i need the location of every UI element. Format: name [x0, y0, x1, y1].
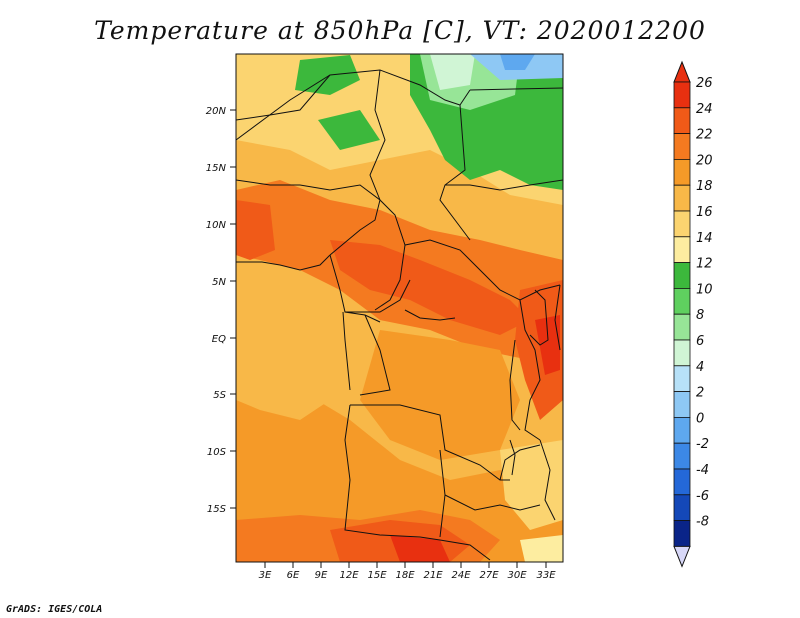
lon-label: 18E	[395, 570, 415, 581]
colorbar-segment	[673, 81, 691, 109]
lon-label: 12E	[339, 570, 359, 581]
lat-label: 5N	[212, 277, 226, 288]
lat-label: 20N	[206, 106, 227, 117]
temperature-field	[236, 54, 563, 562]
colorbar-label: 24	[696, 102, 713, 117]
colorbar-label: 14	[696, 231, 713, 246]
colorbar-segment	[673, 416, 691, 444]
colorbar-segment	[673, 520, 691, 547]
lon-tick: 18E	[395, 562, 415, 581]
lon-tick: 9E	[315, 562, 328, 581]
colorbar-min-arrow	[673, 545, 691, 568]
colorbar-segment	[673, 287, 691, 315]
lon-tick: 33E	[536, 562, 556, 581]
lat-tick: 10S	[207, 447, 236, 458]
colorbar-label: -6	[696, 489, 709, 504]
colorbar-label: 26	[696, 76, 713, 91]
lat-tick: 15S	[207, 504, 236, 515]
country-borders	[236, 69, 563, 561]
colorbar-label: 16	[696, 205, 713, 220]
lon-label: 21E	[423, 570, 443, 581]
colorbar-segment	[673, 133, 691, 160]
lat-tick: 10N	[206, 220, 236, 231]
chart-title: Temperature at 850hPa [C], VT: 202001220…	[94, 16, 706, 45]
lon-label: 33E	[536, 570, 556, 581]
latitude-axis: 20N 15N 10N 5N EQ 5S 10S 15S	[206, 106, 236, 515]
colorbar-label: 4	[696, 360, 704, 375]
lon-tick: 27E	[479, 562, 499, 581]
colorbar-segment	[673, 442, 691, 470]
lon-label: 27E	[479, 570, 499, 581]
lon-label: 9E	[315, 570, 328, 581]
colorbar-label: 2	[696, 386, 704, 401]
colorbar-label: 12	[696, 257, 713, 272]
lat-tick: EQ	[212, 334, 236, 345]
lat-label: 10S	[207, 447, 227, 458]
lon-tick: 12E	[339, 562, 359, 581]
colorbar-label: 10	[696, 282, 713, 297]
colorbar-segment	[673, 262, 691, 289]
longitude-axis: 3E 6E 9E 12E 15E 18E 21E 24E 27E 30E 33E	[259, 562, 556, 581]
lon-tick: 24E	[451, 562, 471, 581]
colorbar-label: 22	[696, 128, 713, 143]
lon-tick: 15E	[367, 562, 387, 581]
lon-label: 24E	[451, 570, 471, 581]
lat-label: 15N	[206, 163, 227, 174]
colorbar-label: 6	[696, 334, 704, 349]
colorbar-segment	[673, 236, 691, 264]
colorbar-segment	[673, 158, 691, 186]
colorbar-segment	[673, 184, 691, 212]
lat-tick: 5N	[212, 277, 236, 288]
lon-label: 30E	[507, 570, 527, 581]
lon-label: 3E	[259, 570, 272, 581]
lon-label: 15E	[367, 570, 387, 581]
colorbar-max-arrow	[673, 60, 691, 83]
lon-label: 6E	[287, 570, 300, 581]
map-frame	[235, 53, 564, 563]
colorbar-label: 0	[696, 411, 704, 426]
colorbar-segment	[673, 468, 691, 496]
colorbar-segment	[673, 107, 691, 135]
lat-label: 5S	[213, 390, 226, 401]
colorbar-label: 20	[696, 153, 713, 168]
colorbar-segment	[673, 391, 691, 418]
lat-tick: 20N	[206, 106, 236, 117]
lon-tick: 30E	[507, 562, 527, 581]
lat-tick: 5S	[213, 390, 236, 401]
lon-tick: 6E	[287, 562, 300, 581]
lat-label: 15S	[207, 504, 227, 515]
colorbar-segment	[673, 210, 691, 238]
colorbar-label: -4	[696, 463, 709, 478]
lon-tick: 21E	[423, 562, 443, 581]
colorbar-label: -8	[696, 515, 709, 530]
colorbar-segment	[673, 313, 691, 341]
colorbar-segment	[673, 339, 691, 367]
lat-label: EQ	[212, 334, 226, 345]
colorbar-segment	[673, 494, 691, 521]
colorbar-label: 8	[696, 308, 704, 323]
colorbar-segment	[673, 365, 691, 392]
lon-tick: 3E	[259, 562, 272, 581]
lat-label: 10N	[206, 220, 227, 231]
colorbar-label: -2	[696, 437, 709, 452]
colorbar-label: 18	[696, 179, 713, 194]
lat-tick: 15N	[206, 163, 236, 174]
grads-credit: GrADS: IGES/COLA	[6, 604, 103, 615]
